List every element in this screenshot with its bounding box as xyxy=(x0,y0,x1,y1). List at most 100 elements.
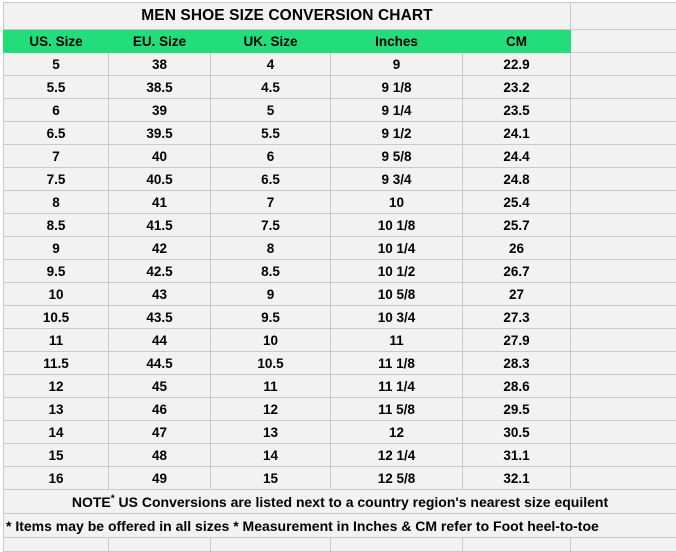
cell-inches: 10 1/8 xyxy=(331,214,463,237)
cell-us-size: 12 xyxy=(4,375,109,398)
row-spacer-cell xyxy=(571,122,676,145)
note-row-1: NOTE* US Conversions are listed next to … xyxy=(4,490,676,514)
empty-cell xyxy=(109,538,211,552)
cell-uk-size: 9.5 xyxy=(211,306,331,329)
note-prefix: NOTE xyxy=(72,494,111,510)
row-spacer-cell xyxy=(571,168,676,191)
cell-cm: 22.9 xyxy=(463,53,571,76)
empty-cell xyxy=(463,538,571,552)
cell-inches: 11 1/4 xyxy=(331,375,463,398)
row-spacer-cell xyxy=(571,260,676,283)
cell-inches: 11 1/8 xyxy=(331,352,463,375)
cell-us-size: 6 xyxy=(4,99,109,122)
cell-cm: 24.1 xyxy=(463,122,571,145)
cell-eu-size: 42 xyxy=(109,237,211,260)
cell-uk-size: 7.5 xyxy=(211,214,331,237)
cell-inches: 9 1/2 xyxy=(331,122,463,145)
row-spacer-cell xyxy=(571,421,676,444)
cell-inches: 9 3/4 xyxy=(331,168,463,191)
row-spacer-cell xyxy=(571,99,676,122)
cell-eu-size: 39.5 xyxy=(109,122,211,145)
cell-us-size: 14 xyxy=(4,421,109,444)
cell-eu-size: 38.5 xyxy=(109,76,211,99)
cell-eu-size: 49 xyxy=(109,467,211,490)
cell-uk-size: 4 xyxy=(211,53,331,76)
cell-eu-size: 41.5 xyxy=(109,214,211,237)
note-row-2: * Items may be offered in all sizes * Me… xyxy=(4,514,676,538)
row-spacer-cell xyxy=(571,467,676,490)
cell-inches: 12 xyxy=(331,421,463,444)
cell-us-size: 16 xyxy=(4,467,109,490)
cell-cm: 24.4 xyxy=(463,145,571,168)
cell-eu-size: 40.5 xyxy=(109,168,211,191)
cell-eu-size: 43 xyxy=(109,283,211,306)
cell-uk-size: 7 xyxy=(211,191,331,214)
row-spacer-cell xyxy=(571,352,676,375)
cell-us-size: 15 xyxy=(4,444,109,467)
row-spacer-cell xyxy=(571,214,676,237)
column-header-inches: Inches xyxy=(331,30,463,53)
row-spacer-cell xyxy=(571,283,676,306)
cell-us-size: 5.5 xyxy=(4,76,109,99)
note-text-secondary: * Items may be offered in all sizes * Me… xyxy=(4,514,676,538)
cell-cm: 26.7 xyxy=(463,260,571,283)
cell-eu-size: 46 xyxy=(109,398,211,421)
trailing-empty-row xyxy=(4,538,676,552)
cell-eu-size: 48 xyxy=(109,444,211,467)
cell-eu-size: 44.5 xyxy=(109,352,211,375)
cell-uk-size: 10 xyxy=(211,329,331,352)
cell-inches: 9 xyxy=(331,53,463,76)
cell-cm: 30.5 xyxy=(463,421,571,444)
table-title-row: MEN SHOE SIZE CONVERSION CHART xyxy=(4,3,676,30)
note-remainder: US Conversions are listed next to a coun… xyxy=(115,494,608,510)
cell-cm: 28.3 xyxy=(463,352,571,375)
row-spacer-cell xyxy=(571,375,676,398)
cell-cm: 23.2 xyxy=(463,76,571,99)
cell-cm: 27.3 xyxy=(463,306,571,329)
cell-uk-size: 15 xyxy=(211,467,331,490)
cell-us-size: 9 xyxy=(4,237,109,260)
cell-us-size: 7 xyxy=(4,145,109,168)
cell-us-size: 8.5 xyxy=(4,214,109,237)
cell-uk-size: 8 xyxy=(211,237,331,260)
cell-inches: 10 5/8 xyxy=(331,283,463,306)
cell-cm: 31.1 xyxy=(463,444,571,467)
cell-cm: 27.9 xyxy=(463,329,571,352)
cell-uk-size: 14 xyxy=(211,444,331,467)
cell-eu-size: 44 xyxy=(109,329,211,352)
cell-cm: 25.4 xyxy=(463,191,571,214)
cell-inches: 10 1/2 xyxy=(331,260,463,283)
column-header-uk-size: UK. Size xyxy=(211,30,331,53)
cell-cm: 32.1 xyxy=(463,467,571,490)
row-spacer-cell xyxy=(571,398,676,421)
cell-eu-size: 45 xyxy=(109,375,211,398)
cell-uk-size: 8.5 xyxy=(211,260,331,283)
cell-inches: 9 1/4 xyxy=(331,99,463,122)
cell-eu-size: 38 xyxy=(109,53,211,76)
row-spacer-cell xyxy=(571,329,676,352)
cell-inches: 10 3/4 xyxy=(331,306,463,329)
cell-uk-size: 11 xyxy=(211,375,331,398)
cell-us-size: 10.5 xyxy=(4,306,109,329)
cell-inches: 10 xyxy=(331,191,463,214)
row-spacer-cell xyxy=(571,444,676,467)
empty-cell xyxy=(211,538,331,552)
row-spacer-cell xyxy=(571,237,676,260)
cell-inches: 9 1/8 xyxy=(331,76,463,99)
row-spacer-cell xyxy=(571,76,676,99)
cell-cm: 28.6 xyxy=(463,375,571,398)
